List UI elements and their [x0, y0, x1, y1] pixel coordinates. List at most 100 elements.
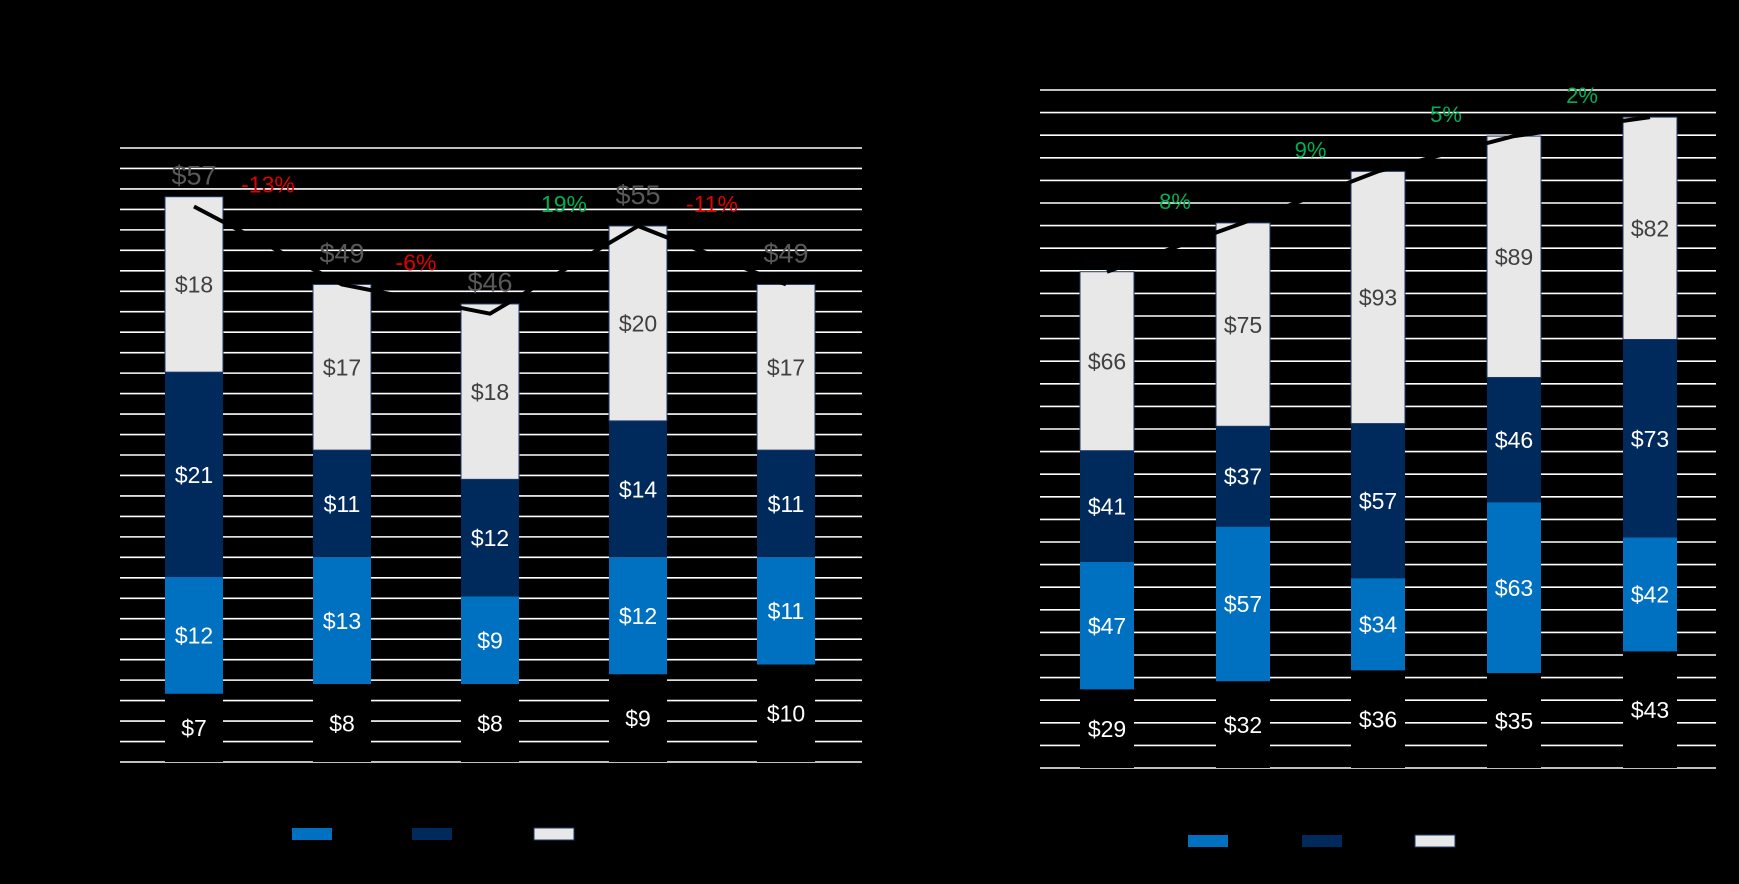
bar-segment-2 — [609, 420, 667, 558]
bar-segment-3 — [1622, 116, 1678, 341]
bar-segment-base — [313, 684, 371, 762]
bar-segment-3 — [312, 283, 372, 451]
bar-segment-1 — [1351, 578, 1405, 671]
data-label-segment-base: $29 — [1088, 716, 1126, 742]
total-trend-line — [193, 204, 787, 316]
data-label-segment-1: $12 — [619, 603, 657, 629]
bar-segment-1 — [1487, 502, 1541, 674]
growth-label: 5% — [1430, 102, 1462, 127]
data-label-segment-2: $11 — [768, 491, 805, 517]
data-label-segment-3: $18 — [175, 272, 213, 298]
legend-swatch-segment-2 — [412, 828, 452, 840]
data-label-segment-2: $11 — [324, 491, 361, 517]
data-label-segment-3: $93 — [1359, 285, 1397, 311]
data-label-segment-3: $18 — [471, 379, 509, 405]
growth-label: 9% — [1295, 137, 1327, 162]
legend-swatch-segment-3 — [533, 827, 575, 841]
bar-segment-2 — [1216, 426, 1270, 527]
left-stacked-bar-chart: $7 $12 $21 $18 $8 $13 $11 $17 $8 $9 $12 $18 $9 $12 $14… — [120, 147, 862, 841]
data-label-segment-2: $57 — [1359, 488, 1397, 514]
legend-swatch-segment-2 — [1302, 835, 1342, 847]
data-label-segment-1: $11 — [768, 598, 805, 624]
data-label-segment-base: $8 — [329, 710, 355, 736]
data-label-segment-2: $41 — [1088, 494, 1126, 520]
bar-segment-1 — [1623, 537, 1677, 652]
bar-segment-1 — [1080, 561, 1134, 690]
data-label-segment-2: $73 — [1631, 426, 1669, 452]
bar-segment-1 — [313, 557, 371, 685]
bar-segment-base — [461, 684, 519, 762]
data-label-segment-3: $82 — [1631, 216, 1669, 242]
bar-segment-2 — [165, 372, 223, 577]
total-trend-line — [1106, 115, 1651, 274]
growth-label: 19% — [541, 191, 587, 217]
bar-segment-3 — [756, 283, 816, 451]
bar-segment-2 — [1487, 377, 1541, 503]
bar-segment-2 — [461, 479, 519, 597]
bar-segment-3 — [164, 196, 224, 373]
bar-segment-3 — [1350, 170, 1406, 425]
bar-segment-2 — [1623, 339, 1677, 538]
data-label-segment-base: $9 — [625, 705, 651, 731]
bar-segment-base — [609, 674, 667, 762]
data-label-segment-1: $13 — [323, 608, 361, 634]
bar-segment-1 — [609, 557, 667, 675]
bar-segment-1 — [1216, 526, 1270, 682]
data-label-segment-1: $12 — [175, 623, 213, 649]
data-label-segment-1: $42 — [1631, 582, 1669, 608]
total-label: $49 — [319, 238, 364, 268]
bar-segment-3 — [1486, 135, 1542, 378]
data-label-segment-2: $21 — [175, 462, 213, 488]
data-label-segment-base: $10 — [767, 701, 805, 727]
bar-segment-base — [1080, 689, 1134, 768]
data-label-segment-base: $32 — [1224, 712, 1262, 738]
total-label: $57 — [171, 160, 216, 190]
bar-segment-2 — [313, 450, 371, 558]
growth-label: -11% — [686, 191, 738, 217]
growth-label: -13% — [241, 171, 295, 197]
bar-segment-1 — [757, 557, 815, 665]
right-stacked-bar-chart: $29 $47 $41 $66 $32 $57 $37 $75 $36 $34 $57 $93 $35 $… — [1040, 83, 1716, 848]
bar-segment-base — [1351, 670, 1405, 768]
legend-swatch-segment-1 — [1188, 835, 1228, 847]
data-label-segment-base: $36 — [1359, 706, 1397, 732]
bar-segment-3 — [1215, 222, 1271, 427]
data-label-segment-3: $20 — [619, 311, 657, 337]
data-label-segment-2: $37 — [1224, 464, 1262, 490]
bar-segment-base — [1487, 673, 1541, 768]
bar-segment-base — [1623, 651, 1677, 768]
bar-segment-3 — [1079, 271, 1135, 452]
data-label-segment-1: $63 — [1495, 575, 1533, 601]
bar-segment-base — [757, 664, 815, 762]
data-label-segment-base: $7 — [181, 715, 207, 741]
data-label-segment-2: $46 — [1495, 427, 1533, 453]
data-label-segment-3: $75 — [1224, 312, 1262, 338]
growth-label: 8% — [1159, 189, 1191, 214]
data-label-segment-2: $12 — [471, 525, 509, 551]
legend-swatch-segment-1 — [292, 828, 332, 840]
legend-swatch-segment-3 — [1414, 834, 1456, 848]
data-label-segment-3: $66 — [1088, 348, 1126, 374]
data-label-segment-3: $89 — [1495, 244, 1533, 270]
bar-segment-1 — [461, 596, 519, 685]
growth-label: 2% — [1566, 83, 1598, 108]
data-label-segment-3: $17 — [323, 355, 361, 381]
total-label: $46 — [467, 268, 512, 298]
bar-segment-1 — [165, 576, 223, 694]
data-label-segment-1: $9 — [477, 627, 503, 653]
bar-segment-2 — [1080, 450, 1134, 562]
bar-segment-3 — [608, 225, 668, 422]
data-label-segment-base: $43 — [1631, 697, 1669, 723]
total-label: $55 — [615, 180, 660, 210]
data-label-segment-1: $34 — [1359, 612, 1398, 638]
data-label-segment-2: $14 — [619, 476, 658, 502]
bar-segment-3 — [460, 303, 520, 480]
data-label-segment-1: $47 — [1088, 613, 1126, 639]
data-label-segment-base: $35 — [1495, 708, 1533, 734]
data-label-segment-3: $17 — [767, 355, 805, 381]
bar-segment-base — [1216, 681, 1270, 768]
data-label-segment-base: $8 — [477, 710, 503, 736]
bar-segment-2 — [757, 450, 815, 558]
total-label: $49 — [763, 238, 808, 268]
